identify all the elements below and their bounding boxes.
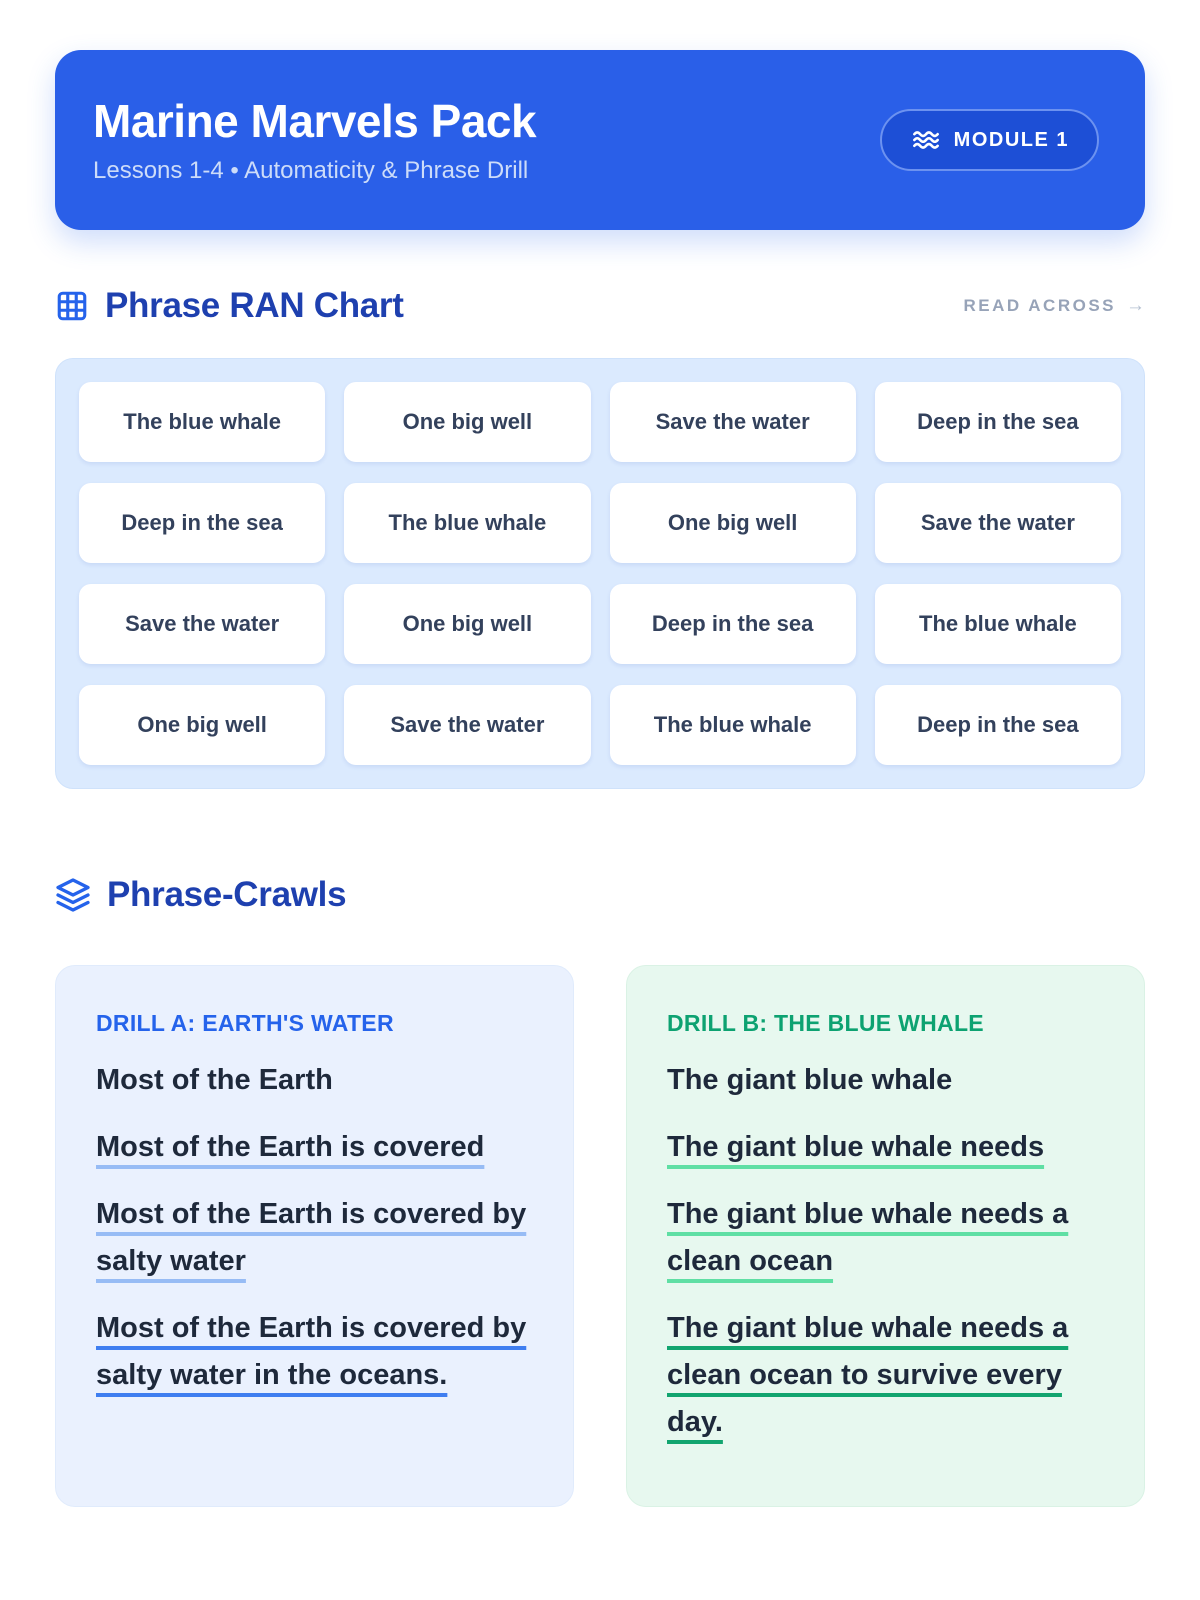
ran-phrase-card[interactable]: The blue whale [344,483,591,563]
drill-b-line-4: The giant blue whale needs a clean ocean… [667,1312,1069,1438]
read-across-hint: READ ACROSS → [964,295,1146,317]
crawls-section-head: Phrase-Crawls [55,875,1145,915]
header-card: Marine Marvels Pack Lessons 1-4 • Automa… [55,50,1145,230]
ran-phrase-card[interactable]: The blue whale [609,685,856,765]
ran-phrase-card[interactable]: Deep in the sea [874,685,1121,765]
ran-phrase-card[interactable]: One big well [344,584,591,664]
ran-phrase-card[interactable]: The blue whale [874,584,1121,664]
drill-a-line-1: Most of the Earth [96,1064,333,1096]
drill-a-panel: DRILL A: EARTH'S WATER Most of the Earth… [55,965,574,1507]
arrow-right-icon: → [1126,295,1145,316]
ran-phrase-card[interactable]: Save the water [609,382,856,462]
drill-a-title: DRILL A: EARTH'S WATER [96,1010,394,1036]
waves-icon [910,126,942,154]
drill-b-panel: DRILL B: THE BLUE WHALE The giant blue w… [626,965,1145,1507]
crawls-heading-group: Phrase-Crawls [55,875,347,915]
grid-icon [55,289,89,323]
module-badge: MODULE 1 [879,109,1099,171]
ran-phrase-card[interactable]: Save the water [344,685,591,765]
drill-b-line-3: The giant blue whale needs a clean ocean [667,1198,1069,1277]
ran-phrase-card[interactable]: Deep in the sea [874,382,1121,462]
ran-phrase-card[interactable]: One big well [609,483,856,563]
header-text-block: Marine Marvels Pack Lessons 1-4 • Automa… [93,94,537,186]
ran-phrase-card[interactable]: One big well [79,685,326,765]
drill-panels: DRILL A: EARTH'S WATER Most of the Earth… [55,965,1145,1507]
drill-b-line-1: The giant blue whale [667,1064,953,1096]
ran-section-title: Phrase RAN Chart [105,286,404,325]
ran-phrase-card[interactable]: The blue whale [79,382,326,462]
ran-phrase-card[interactable]: Deep in the sea [609,584,856,664]
page-subtitle: Lessons 1-4 • Automaticity & Phrase Dril… [93,157,529,185]
ran-section-head: Phrase RAN Chart READ ACROSS → [55,286,1145,326]
ran-chart-panel: The blue whale One big well Save the wat… [55,358,1145,789]
ran-phrase-card[interactable]: One big well [344,382,591,462]
drill-a-line-3: Most of the Earth is covered by salty wa… [96,1198,527,1277]
ran-heading-group: Phrase RAN Chart [55,286,404,326]
ran-phrase-card[interactable]: Deep in the sea [79,483,326,563]
crawls-section-title: Phrase-Crawls [107,875,347,914]
layers-icon [55,877,91,913]
drill-a-line-2: Most of the Earth is covered [96,1131,485,1163]
drill-b-line-2: The giant blue whale needs [667,1131,1045,1163]
read-across-label: READ ACROSS [963,296,1116,315]
drill-a-line-4: Most of the Earth is covered by salty wa… [96,1312,527,1391]
ran-phrase-card[interactable]: Save the water [79,584,326,664]
module-badge-label: MODULE 1 [953,128,1069,151]
drill-b-title: DRILL B: THE BLUE WHALE [667,1010,984,1036]
ran-phrase-card[interactable]: Save the water [874,483,1121,563]
page-title: Marine Marvels Pack [93,94,537,147]
